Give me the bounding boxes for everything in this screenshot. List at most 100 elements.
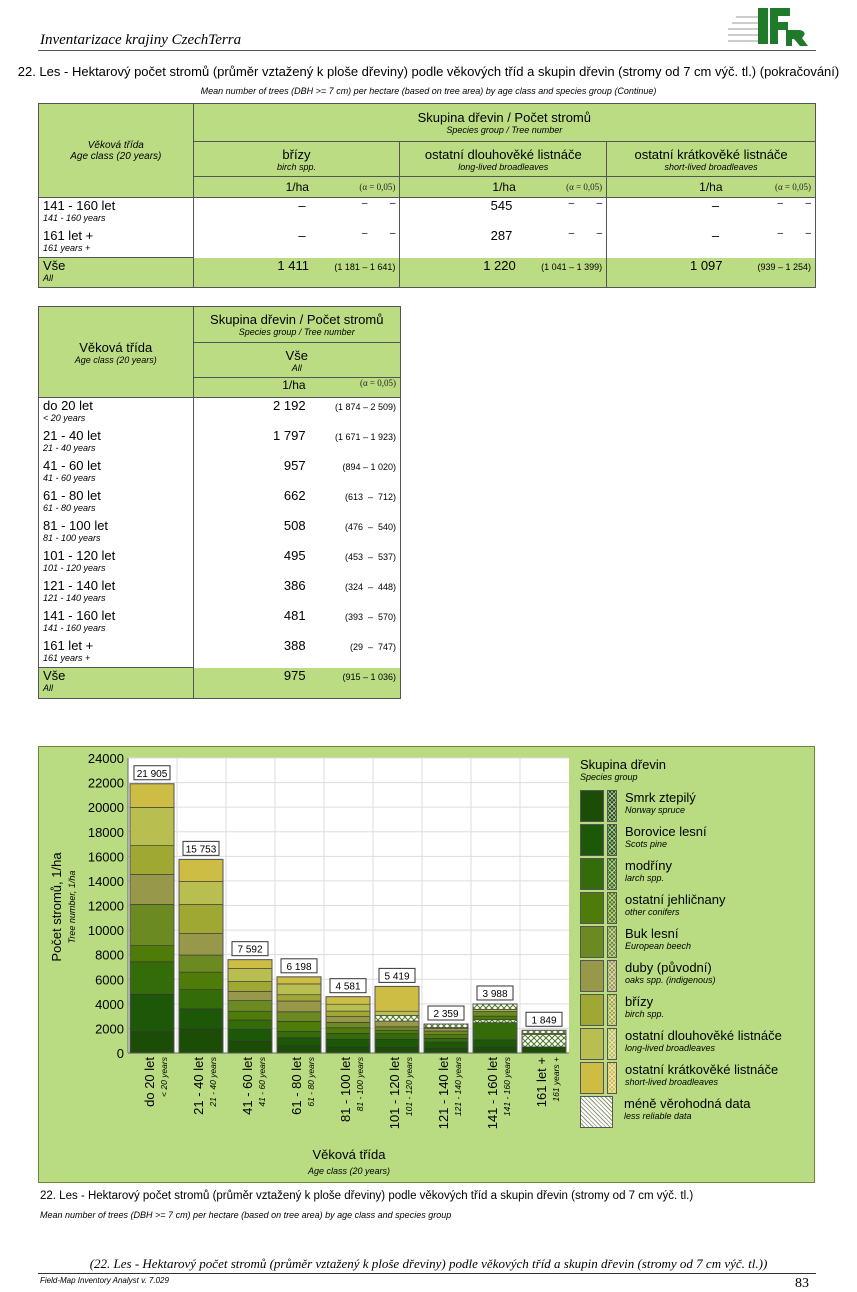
bar-segment-birch — [227, 981, 273, 992]
y-tick-label: 12000 — [88, 899, 124, 914]
cell-ci: (29 – 747) — [309, 637, 401, 668]
figure-caption-en: Mean number of trees (DBH >= 7 cm) per h… — [40, 1210, 452, 1220]
cell-value: 662 — [283, 487, 306, 503]
cell-value: 1 220 — [399, 257, 520, 288]
cell-value: 287– – — [399, 227, 608, 258]
total-row: Vše All 1 411 (1 181 – 1 641) 1 220 (1 041 … — [38, 257, 816, 288]
bar-outline — [472, 1003, 518, 1054]
table-row: 101 - 120 let 101 - 120 years 495 (453 – 53… — [38, 547, 401, 578]
cell-ci: (1 041 – 1 399) — [519, 257, 608, 288]
x-tick-sublabel: 61 - 80 years — [306, 1056, 316, 1106]
y-tick-label: 0 — [117, 1046, 124, 1061]
bar-segment-birch — [129, 845, 175, 875]
legend-item-beech: Buk lesní European beech — [580, 926, 810, 960]
bar-segment-spruce — [325, 1046, 371, 1054]
cell-value: 508 — [283, 517, 306, 533]
x-tick-sublabel: 21 - 40 years — [208, 1056, 218, 1107]
bar-segment-long — [374, 1010, 420, 1016]
bar-segment-long — [325, 1003, 371, 1012]
bar-segment-beech — [276, 1011, 322, 1022]
row-label: 101 - 120 let 101 - 120 years — [38, 547, 194, 578]
footer-title: (22. Les - Hektarový počet stromů (průmě… — [89, 1256, 768, 1271]
data-label-box — [182, 840, 220, 856]
color-swatch-icon — [580, 960, 604, 992]
hatch-swatch-icon — [580, 1096, 613, 1128]
bar-segment-birch — [178, 904, 224, 934]
x-axis-subtitle: Age class (20 years) — [307, 1166, 390, 1176]
bar-segment-conif — [325, 1027, 371, 1034]
bar-segment-beech — [178, 954, 224, 973]
row-label: 141 - 160 let 141 - 160 years — [38, 607, 194, 638]
total-row: Vše All 975 (915 – 1 036) — [38, 667, 401, 699]
bar-outline — [423, 1023, 469, 1054]
bar-segment-pine — [325, 1038, 371, 1048]
bar-segment-beech — [227, 1000, 273, 1012]
cell-value: 1 097 — [606, 257, 727, 288]
cell-ci: (1 671 – 1 923) — [309, 427, 401, 458]
bar-segment-pine — [178, 1008, 224, 1030]
y-tick-label: 10000 — [88, 923, 124, 938]
cell-ci: (1 874 – 2 509) — [309, 397, 401, 428]
unit-label: 1/ha — [192, 377, 310, 398]
chart-legend: Skupina dřevin Species group Smrk ztepil… — [580, 757, 810, 1130]
col-birch: břízy birch spp. — [192, 141, 401, 177]
row-label: 161 let +161 years + — [38, 637, 194, 668]
bar-segment-birch — [276, 994, 322, 1002]
age-class-header: Věková třída Age class (20 years) — [38, 103, 194, 198]
table-row: 61 - 80 let 61 - 80 years 662 (613 – 712) — [38, 487, 401, 518]
bar-outline — [129, 783, 175, 1054]
bar-segment-spruce — [423, 1048, 469, 1054]
bar-segment-unrel — [374, 1015, 420, 1022]
legend-item-birch: břízy birch spp. — [580, 994, 810, 1028]
hatch-swatch-icon — [607, 790, 617, 822]
bar-segment-long — [276, 983, 322, 996]
data-label: 21 905 — [137, 769, 168, 780]
bar-segment-oaks — [227, 990, 273, 1001]
data-label-box — [378, 967, 416, 983]
row-label: 41 - 60 let 41 - 60 years — [38, 457, 194, 488]
alpha-label: (α = 0,05) — [519, 176, 608, 198]
age-class-header: Věková třída Age class (20 years) — [38, 306, 194, 398]
x-tick-sublabel: 101 - 120 years — [404, 1056, 414, 1116]
row-label: 121 - 140 let 121 - 140 years — [38, 577, 194, 608]
all-species-table: Věková třída Age class (20 years) Skupina… — [38, 306, 401, 699]
legend-item-short: ostatní krátkověké listnáče short-lived b… — [580, 1062, 810, 1096]
bar-segment-beech — [325, 1021, 371, 1029]
col-long-lived: ostatní dlouhověké listnáče long-lived br… — [399, 141, 608, 177]
bar-segment-oaks — [129, 874, 175, 905]
bar-segment-pine — [423, 1041, 469, 1049]
unit-label: 1/ha — [399, 176, 520, 198]
bar-segment-spruce — [374, 1047, 420, 1054]
bar-segment-oaks — [423, 1028, 469, 1032]
y-tick-label: 16000 — [88, 849, 124, 864]
table-subtitle: Mean number of trees (DBH >= 7 cm) per h… — [200, 86, 657, 96]
cell-ci: (393 – 570) — [309, 607, 401, 638]
bar-segment-larch — [423, 1038, 469, 1043]
bar-segment-short — [129, 783, 175, 808]
color-swatch-icon — [580, 1062, 604, 1094]
bar-segment-beech — [129, 904, 175, 946]
x-tick-label: 81 - 100 let — [338, 1057, 353, 1122]
bar-segment-short — [227, 959, 273, 969]
bar-segment-short — [276, 976, 322, 985]
hatch-swatch-icon — [607, 824, 617, 856]
col-all: Vše All — [192, 342, 401, 378]
legend-item-spruce: Smrk ztepilý Norway spruce — [580, 790, 810, 824]
unit-label: 1/ha — [606, 176, 727, 198]
x-tick-sublabel: 121 - 140 years — [453, 1056, 463, 1116]
bar-outline — [374, 985, 420, 1054]
chart-panel: Počet stromů, 1/ha Tree number, 1/ha Věk… — [38, 746, 815, 1183]
hatch-swatch-icon — [607, 1028, 617, 1060]
ifer-logo — [728, 8, 808, 46]
data-label: 2 359 — [433, 1009, 458, 1020]
color-swatch-icon — [580, 1028, 604, 1060]
data-label: 7 592 — [237, 945, 262, 956]
legend-item-oaks: duby (původní) oaks spp. (indigenous) — [580, 960, 810, 994]
row-label: 21 - 40 let 21 - 40 years — [38, 427, 194, 458]
x-tick-sublabel: 161 years + — [551, 1057, 561, 1102]
bar-segment-conif — [472, 1015, 518, 1021]
hatch-swatch-icon — [607, 960, 617, 992]
bar-segment-conif — [276, 1020, 322, 1032]
bar-segment-long — [129, 807, 175, 846]
